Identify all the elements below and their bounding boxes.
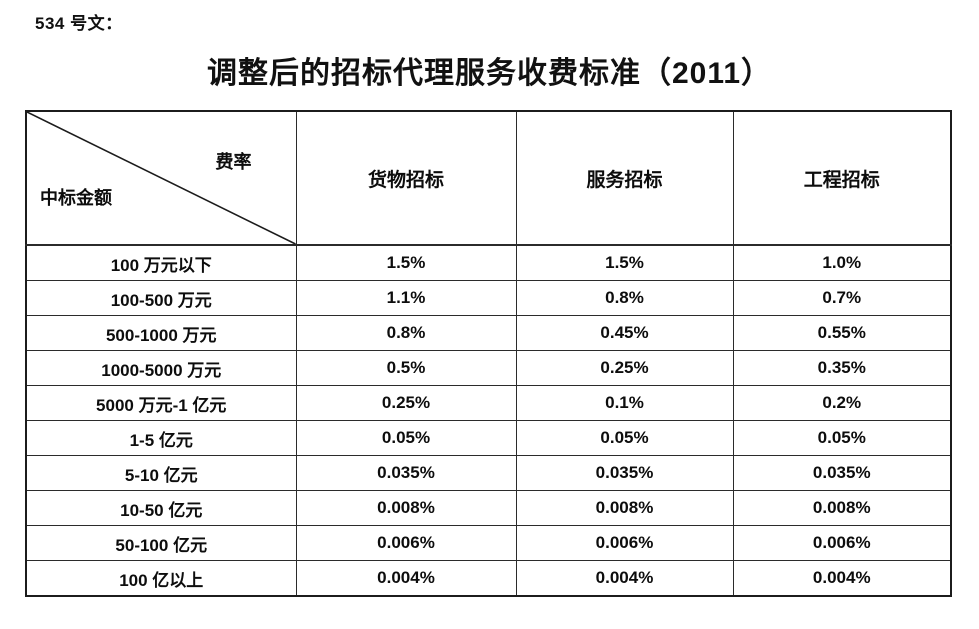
table-row: 5000 万元-1 亿元 0.25% 0.1% 0.2% [25,385,952,421]
rate-cell-service: 0.1% [515,385,734,421]
rate-cell-goods: 0.004% [295,560,517,597]
rate-cell-goods: 0.8% [295,315,517,351]
amount-cell: 10-50 亿元 [25,490,297,526]
rate-cell-engineering: 0.035% [732,455,952,491]
amount-cell: 100-500 万元 [25,280,297,316]
fee-table: 费率 中标金额 货物招标 服务招标 工程招标 100 万元以下 1.5% 1.5… [25,110,952,597]
corner-label-rate: 费率 [215,152,252,172]
rate-cell-goods: 1.5% [295,244,517,281]
rate-cell-service: 0.05% [515,420,734,456]
rate-cell-goods: 0.006% [295,525,517,561]
corner-label-amount: 中标金额 [40,188,112,208]
rate-cell-goods: 0.035% [295,455,517,491]
rate-cell-engineering: 0.35% [732,350,952,386]
rate-cell-service: 0.45% [515,315,734,351]
rate-cell-engineering: 0.2% [732,385,952,421]
table-row: 100 亿以上 0.004% 0.004% 0.004% [25,560,952,597]
corner-header-cell: 费率 中标金额 [25,110,297,246]
rate-cell-goods: 1.1% [295,280,517,316]
rate-cell-service: 0.25% [515,350,734,386]
amount-cell: 100 亿以上 [25,560,297,597]
amount-cell: 500-1000 万元 [25,315,297,351]
rate-cell-engineering: 0.008% [732,490,952,526]
page-title: 调整后的招标代理服务收费标准（2011） [206,57,773,90]
table-header-row: 费率 中标金额 货物招标 服务招标 工程招标 [25,110,952,246]
rate-cell-service: 0.008% [515,490,734,526]
rate-cell-engineering: 0.004% [732,560,952,597]
table-row: 1-5 亿元 0.05% 0.05% 0.05% [25,420,952,456]
diagonal-divider-line [27,112,296,244]
rate-cell-service: 1.5% [515,244,734,281]
rate-cell-goods: 0.008% [295,490,517,526]
amount-cell: 50-100 亿元 [25,525,297,561]
table-row: 50-100 亿元 0.006% 0.006% 0.006% [25,525,952,561]
amount-cell: 1-5 亿元 [25,420,297,456]
column-header-goods-tender: 货物招标 [295,110,517,246]
rate-cell-engineering: 1.0% [732,244,952,281]
column-header-service-tender: 服务招标 [515,110,734,246]
table-row: 10-50 亿元 0.008% 0.008% 0.008% [25,490,952,526]
table-row: 100 万元以下 1.5% 1.5% 1.0% [25,244,952,281]
table-row: 100-500 万元 1.1% 0.8% 0.7% [25,280,952,316]
table-row: 5-10 亿元 0.035% 0.035% 0.035% [25,455,952,491]
column-header-engineering-tender: 工程招标 [732,110,952,246]
rate-cell-service: 0.8% [515,280,734,316]
rate-cell-engineering: 0.006% [732,525,952,561]
rate-cell-engineering: 0.7% [732,280,952,316]
rate-cell-goods: 0.5% [295,350,517,386]
rate-cell-goods: 0.25% [295,385,517,421]
rate-cell-engineering: 0.05% [732,420,952,456]
doc-number-label: 534 号文： [35,14,123,33]
rate-cell-engineering: 0.55% [732,315,952,351]
rate-cell-service: 0.035% [515,455,734,491]
amount-cell: 100 万元以下 [25,244,297,281]
rate-cell-service: 0.004% [515,560,734,597]
rate-cell-service: 0.006% [515,525,734,561]
table-row: 1000-5000 万元 0.5% 0.25% 0.35% [25,350,952,386]
amount-cell: 5-10 亿元 [25,455,297,491]
rate-cell-goods: 0.05% [295,420,517,456]
table-row: 500-1000 万元 0.8% 0.45% 0.55% [25,315,952,351]
amount-cell: 1000-5000 万元 [25,350,297,386]
amount-cell: 5000 万元-1 亿元 [25,385,297,421]
